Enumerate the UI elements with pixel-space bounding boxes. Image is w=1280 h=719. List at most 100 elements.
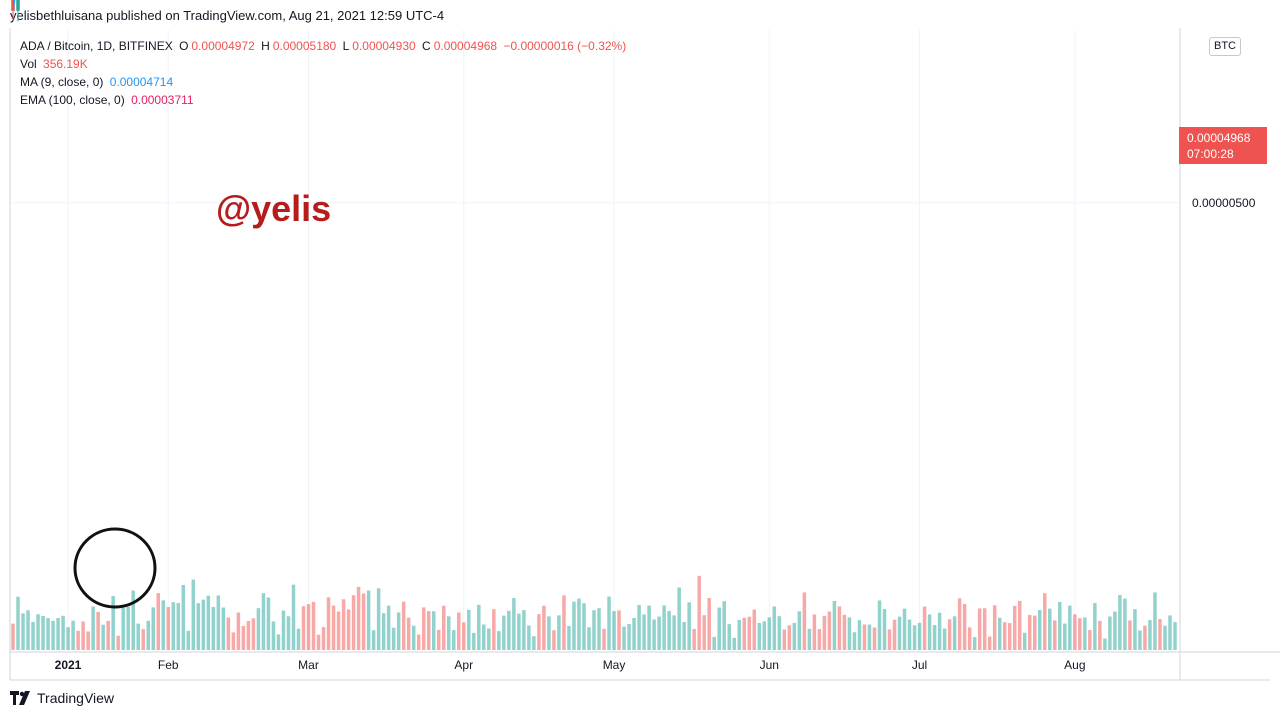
volume-bar <box>246 621 251 650</box>
volume-bar <box>391 627 396 650</box>
volume-bar <box>146 620 150 650</box>
volume-bar <box>752 609 757 650</box>
symbol-name[interactable]: ADA / Bitcoin, 1D, BITFINEX <box>20 39 173 53</box>
volume-bar <box>1098 620 1102 650</box>
volume-bar <box>712 636 716 650</box>
low-label: L <box>342 39 350 53</box>
candles <box>11 0 20 22</box>
volume-bar <box>141 629 145 650</box>
volume-bar <box>316 634 321 650</box>
bar-countdown: 07:00:28 <box>1187 147 1234 161</box>
volume-bar <box>717 607 721 650</box>
volume-bar <box>472 632 476 650</box>
volume-bar <box>927 614 932 650</box>
volume-bar <box>306 604 311 650</box>
volume-bar <box>76 630 80 650</box>
volume-bar <box>426 611 431 650</box>
tradingview-logo[interactable]: TradingView <box>10 690 114 706</box>
currency-badge[interactable]: BTC <box>1209 37 1241 56</box>
volume-bar <box>161 600 166 650</box>
volume-bar <box>261 593 266 650</box>
volume-bar <box>1173 622 1177 650</box>
volume-bar <box>627 623 631 650</box>
volume-bar <box>892 619 897 650</box>
volume-bar <box>822 615 827 650</box>
time-tick-label: Mar <box>298 658 319 672</box>
price-axis[interactable]: 0.000005000.000010000.000015000.00002000… <box>1192 0 1256 210</box>
volume-bar <box>987 636 992 650</box>
volume-bar <box>622 626 626 650</box>
volume-bar <box>186 630 191 650</box>
volume-bar <box>31 621 35 650</box>
legend-ema-row[interactable]: EMA (100, close, 0) 0.00003711 <box>20 93 197 107</box>
volume-bar <box>757 622 762 650</box>
volume-bar <box>231 632 236 650</box>
annotation-circle <box>73 527 157 609</box>
volume-bar <box>477 604 481 650</box>
volume-bar <box>91 606 95 650</box>
volume-bar <box>872 627 877 650</box>
volume-bar <box>61 615 65 650</box>
volume-bar <box>216 595 221 650</box>
volume-bar <box>206 595 211 650</box>
volume-bar <box>672 615 676 650</box>
volume-bar <box>36 614 40 650</box>
volume-bar <box>266 597 271 650</box>
volume-bar <box>396 612 401 650</box>
last-price-value: 0.00004968 <box>1187 131 1251 145</box>
time-tick-label: Feb <box>158 658 179 672</box>
volume-bar <box>356 586 361 650</box>
volume-bar <box>191 579 196 650</box>
volume-bar <box>431 611 436 650</box>
volume-bar <box>552 630 556 650</box>
volume-bar <box>867 624 872 650</box>
volume-bar <box>907 619 912 650</box>
volume-bar <box>1078 618 1082 650</box>
volume-bar <box>336 611 341 650</box>
volume-bar <box>537 614 541 650</box>
volume-bar <box>697 575 701 650</box>
open-value: 0.00004972 <box>191 39 255 53</box>
volume-bar <box>1113 611 1117 650</box>
volume-bar <box>26 610 30 650</box>
volume-bar <box>111 595 115 650</box>
volume-bar <box>652 619 656 650</box>
volume-bar <box>171 602 176 650</box>
ma-label: MA (9, close, 0) <box>20 75 104 89</box>
low-value: 0.00004930 <box>352 39 416 53</box>
volume-bar <box>647 605 651 650</box>
volume-bar <box>457 612 461 650</box>
volume-bar <box>817 629 822 650</box>
volume-bar <box>517 613 521 650</box>
volume-bar <box>507 610 511 650</box>
volume-bar <box>737 619 742 650</box>
volume-bar <box>1123 598 1127 650</box>
volume-bar <box>416 634 421 650</box>
volume-bar <box>482 624 486 650</box>
volume-bar <box>577 598 581 650</box>
legend-volume-row[interactable]: Vol 356.19K <box>20 57 91 71</box>
volume-bar <box>502 615 506 650</box>
volume-bar <box>947 619 952 650</box>
volume-bar <box>406 617 411 650</box>
volume-bar <box>21 613 25 650</box>
volume-bar <box>106 620 110 650</box>
volume-bar <box>802 592 807 650</box>
legend-ma-row[interactable]: MA (9, close, 0) 0.00004714 <box>20 75 176 89</box>
volume-bar <box>1168 615 1172 650</box>
volume-bar <box>912 625 917 650</box>
volume-bar <box>351 595 356 650</box>
volume-bar <box>1038 610 1042 650</box>
volume-bar <box>411 625 416 650</box>
ema-label: EMA (100, close, 0) <box>20 93 125 107</box>
volume-bar <box>66 627 70 650</box>
volume-bar <box>557 615 561 650</box>
volume-bar <box>1022 632 1027 650</box>
volume-bar <box>827 611 832 650</box>
volume-bar <box>972 637 977 650</box>
volume-bar <box>46 617 50 650</box>
volume-bar <box>11 623 15 650</box>
volume-bar <box>567 625 571 650</box>
time-axis[interactable]: 2021 Feb Mar Apr May Jun Jul Aug <box>55 658 1086 672</box>
